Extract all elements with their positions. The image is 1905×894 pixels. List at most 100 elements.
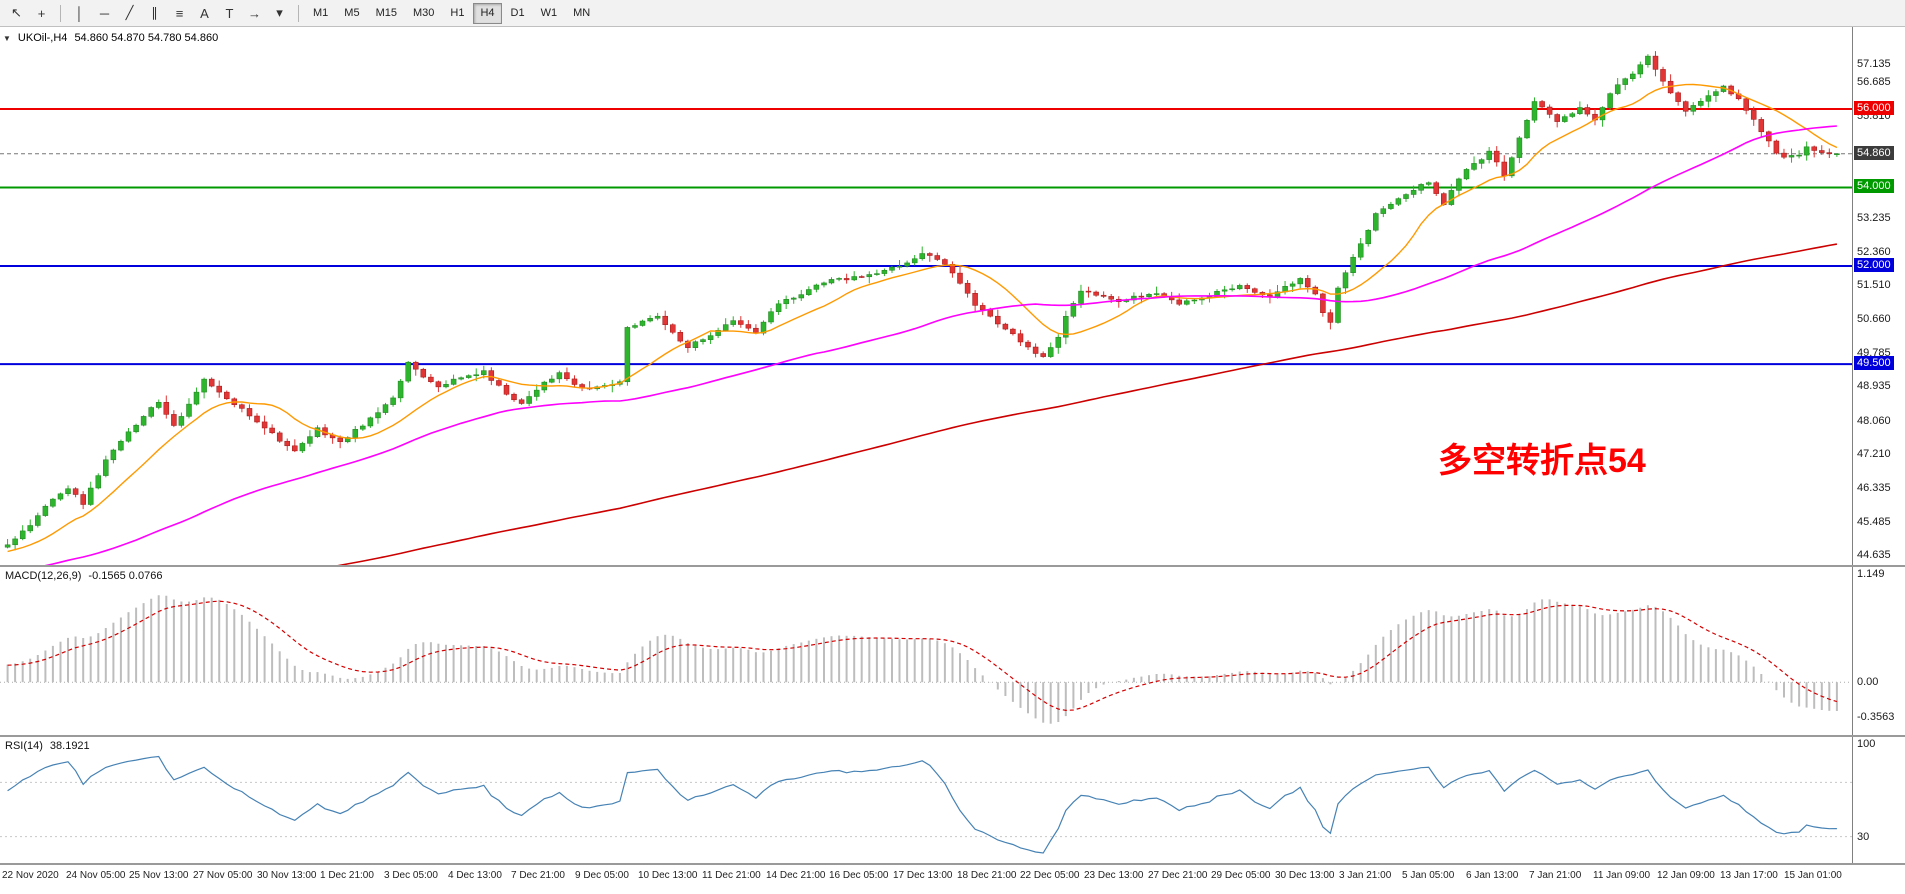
one-click-trading-arrow-icon[interactable]: ▼ bbox=[3, 33, 11, 43]
candle-body bbox=[1403, 194, 1409, 199]
candle-body bbox=[1645, 55, 1651, 65]
price-axis[interactable]: 57.135 56.685 55.810 53.235 52.360 51.510 50.6… bbox=[1852, 27, 1905, 565]
candle-body bbox=[549, 378, 555, 383]
price-line-badge: 56.000 bbox=[1854, 101, 1894, 115]
price-line-badge: 49.500 bbox=[1854, 356, 1894, 370]
time-axis[interactable]: 22 Nov 2020 24 Nov 05:00 25 Nov 13:00 27 No… bbox=[0, 865, 1905, 887]
macd-canvas[interactable] bbox=[0, 567, 1852, 735]
timeframe-button-d1[interactable]: D1 bbox=[510, 7, 525, 19]
fibonacci-retracement-tool-button[interactable]: ≡ bbox=[175, 5, 184, 21]
candle-body bbox=[881, 270, 888, 274]
time-axis-label: 11 Dec 21:00 bbox=[702, 870, 761, 881]
macd-axis-label: -0.3563 bbox=[1857, 711, 1895, 723]
timeframe-button-mn[interactable]: MN bbox=[573, 7, 591, 19]
candle-body bbox=[1516, 137, 1523, 158]
candle-body bbox=[911, 258, 918, 264]
candle-body bbox=[979, 305, 986, 310]
candle-body bbox=[1335, 287, 1341, 323]
candle-body bbox=[821, 282, 827, 286]
candle-body bbox=[518, 399, 525, 404]
chart-annotation-text[interactable]: 多空转折点54 bbox=[1438, 442, 1646, 480]
candle-body bbox=[1025, 341, 1031, 348]
timeframe-button-m30[interactable]: M30 bbox=[412, 7, 435, 19]
candle-body bbox=[753, 327, 759, 334]
candle-body bbox=[1584, 107, 1591, 115]
candle-body bbox=[1834, 153, 1840, 155]
arrow-objects-tool-button[interactable]: → bbox=[248, 5, 261, 21]
rsi-axis-label: 30 bbox=[1857, 831, 1870, 843]
horizontal-line-tool-button[interactable]: ─ bbox=[99, 5, 110, 21]
candle-body bbox=[896, 265, 903, 268]
candle-body bbox=[1630, 73, 1636, 79]
candle-body bbox=[367, 417, 374, 427]
candle-body bbox=[1569, 113, 1576, 117]
candle-body bbox=[783, 299, 789, 305]
candle-body bbox=[140, 416, 147, 426]
timeframe-button-m5[interactable]: M5 bbox=[344, 7, 360, 19]
timeframe-button-h1[interactable]: H1 bbox=[450, 7, 465, 19]
vertical-line-tool-button[interactable]: │ bbox=[75, 5, 84, 21]
time-axis-label: 27 Nov 05:00 bbox=[193, 870, 253, 881]
candle-body bbox=[790, 297, 797, 300]
text-label-tool-button[interactable]: T bbox=[225, 5, 234, 21]
panel-separator[interactable] bbox=[0, 565, 1905, 567]
candle-body bbox=[1622, 78, 1628, 85]
candle-body bbox=[1524, 120, 1530, 139]
candle-body bbox=[276, 432, 283, 442]
trendline-tool-button[interactable]: ╱ bbox=[125, 5, 134, 20]
candle-body bbox=[1652, 55, 1659, 70]
timeframe-button-m15[interactable]: M15 bbox=[375, 7, 397, 19]
objects-dropdown-tool-button[interactable]: ▾ bbox=[276, 5, 283, 20]
candle-body bbox=[95, 475, 102, 489]
timeframe-button-m1[interactable]: M1 bbox=[313, 7, 329, 19]
panel-separator[interactable] bbox=[0, 863, 1905, 865]
equidistant-channel-tool-button[interactable]: ∥ bbox=[151, 5, 158, 20]
macd-axis[interactable]: 1.149 0.00 -0.3563 bbox=[1852, 567, 1905, 735]
candle-body bbox=[768, 311, 774, 323]
macd-label: MACD(12,26,9) -0.1565 0.0766 bbox=[5, 570, 162, 582]
rsi-axis[interactable]: 100 30 bbox=[1852, 737, 1905, 863]
candle-body bbox=[1252, 288, 1258, 293]
candle-body bbox=[1456, 178, 1462, 191]
main-chart-canvas[interactable] bbox=[0, 27, 1852, 565]
rsi-canvas[interactable] bbox=[0, 737, 1852, 863]
time-axis-label: 7 Jan 21:00 bbox=[1529, 870, 1582, 881]
candle-body bbox=[171, 414, 177, 426]
candle-body bbox=[1191, 299, 1198, 302]
symbol-timeframe-label: UKOil-,H4 bbox=[17, 32, 68, 44]
candle-body bbox=[1010, 328, 1016, 335]
candle-body bbox=[1425, 182, 1432, 185]
time-axis-label: 11 Jan 09:00 bbox=[1593, 870, 1651, 881]
price-axis-label: 51.510 bbox=[1857, 279, 1891, 291]
candle-body bbox=[1100, 294, 1107, 297]
candle-body bbox=[42, 505, 49, 516]
candle-body bbox=[1788, 155, 1795, 158]
candle-body bbox=[186, 403, 192, 417]
timeframe-button-h4[interactable]: H4 bbox=[473, 2, 502, 24]
candle-body bbox=[216, 385, 222, 393]
candle-body bbox=[443, 384, 449, 388]
moving-average-line bbox=[337, 243, 1838, 565]
candle-body bbox=[314, 427, 321, 437]
timeframe-button-w1[interactable]: W1 bbox=[540, 7, 558, 19]
macd-values: -0.1565 0.0766 bbox=[88, 570, 163, 582]
candle-body bbox=[4, 544, 11, 548]
cursor-tool-button[interactable]: ↖ bbox=[11, 5, 22, 20]
candle-body bbox=[261, 421, 268, 429]
candle-body bbox=[1773, 140, 1780, 154]
candle-body bbox=[942, 259, 948, 265]
text-tool-button[interactable]: A bbox=[200, 5, 209, 21]
candle-body bbox=[1070, 303, 1077, 317]
time-axis-label: 10 Dec 13:00 bbox=[638, 870, 698, 881]
candle-body bbox=[224, 391, 230, 400]
candle-body bbox=[405, 361, 411, 382]
rsi-name: RSI(14) bbox=[5, 740, 43, 752]
price-axis-label: 48.060 bbox=[1857, 415, 1891, 427]
time-axis-label: 18 Dec 21:00 bbox=[957, 870, 1017, 881]
candle-body bbox=[730, 320, 736, 325]
panel-separator[interactable] bbox=[0, 735, 1905, 737]
candle-body bbox=[1357, 243, 1364, 258]
crosshair-tool-button[interactable]: + bbox=[37, 5, 46, 21]
candle-body bbox=[148, 407, 154, 417]
candle-body bbox=[428, 376, 434, 382]
